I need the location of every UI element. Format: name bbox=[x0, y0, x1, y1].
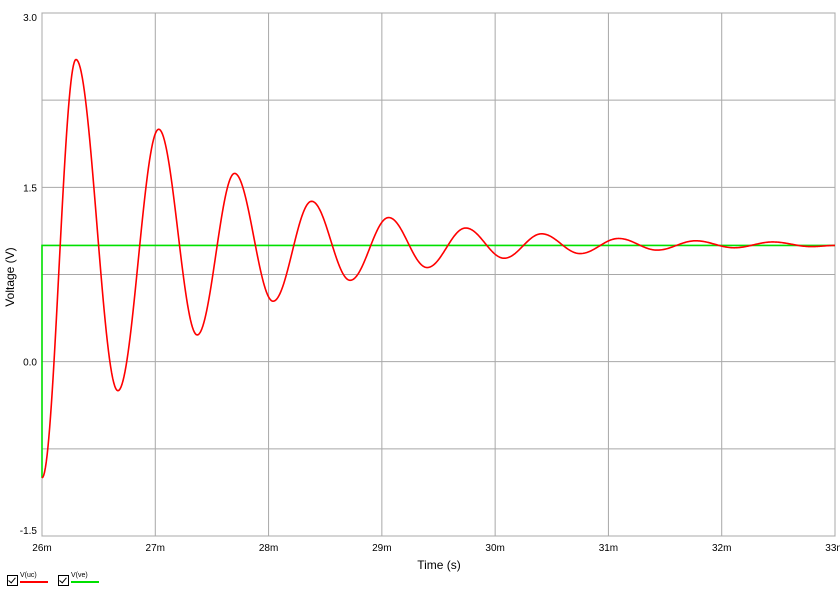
y-tick-label: -1.5 bbox=[20, 526, 38, 537]
legend-swatch-vuc bbox=[20, 581, 48, 583]
x-tick-label: 29m bbox=[372, 543, 391, 554]
y-tick-label: 1.5 bbox=[23, 183, 37, 194]
x-tick-label: 33m bbox=[825, 543, 840, 554]
x-tick-label: 30m bbox=[485, 543, 504, 554]
series-line-vve bbox=[41, 244, 835, 478]
tick-labels: 26m 27m 28m 29m 30m 31m 32m 33m 3.0 1.5 0.0 -1.5 bbox=[20, 13, 840, 554]
legend-label-vve: V(ve) bbox=[71, 572, 88, 579]
grid bbox=[41, 12, 836, 537]
legend: V(uc) V(ve) bbox=[7, 572, 109, 588]
x-tick-label: 32m bbox=[712, 543, 731, 554]
checkbox-icon[interactable] bbox=[7, 575, 18, 586]
x-tick-label: 26m bbox=[32, 543, 51, 554]
y-axis-title: Voltage (V) bbox=[3, 247, 17, 306]
x-axis-title: Time (s) bbox=[417, 558, 461, 572]
series-line-vuc bbox=[41, 58, 836, 479]
x-tick-label: 31m bbox=[599, 543, 618, 554]
checkbox-icon[interactable] bbox=[58, 575, 69, 586]
legend-label-vuc: V(uc) bbox=[20, 572, 37, 579]
legend-item-vve[interactable]: V(ve) bbox=[58, 572, 99, 586]
y-tick-label: 0.0 bbox=[23, 358, 37, 369]
x-tick-label: 28m bbox=[259, 543, 278, 554]
y-tick-label: 3.0 bbox=[23, 13, 37, 24]
x-tick-label: 27m bbox=[146, 543, 165, 554]
legend-item-vuc[interactable]: V(uc) bbox=[7, 572, 48, 586]
series-layer bbox=[41, 58, 836, 479]
legend-swatch-vve bbox=[71, 581, 99, 583]
